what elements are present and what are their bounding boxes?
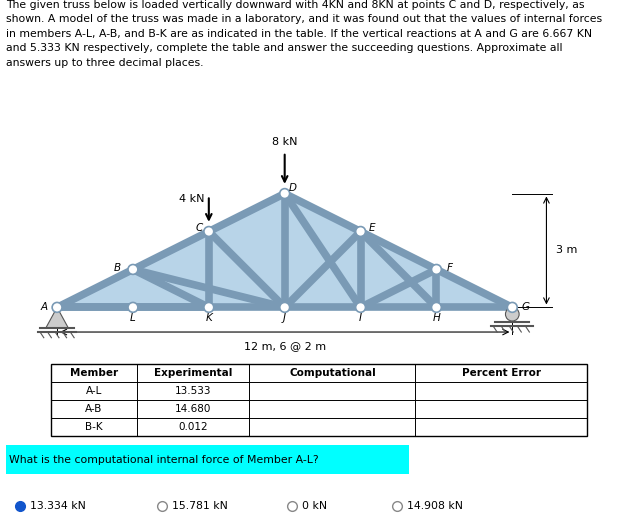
Text: A-B: A-B — [85, 404, 103, 414]
Text: B: B — [114, 262, 121, 272]
Circle shape — [279, 303, 290, 312]
Circle shape — [505, 307, 519, 321]
Text: 4 kN: 4 kN — [179, 194, 205, 204]
Text: What is the computational internal force of Member A-L?: What is the computational internal force… — [10, 455, 319, 465]
Text: 13.533: 13.533 — [175, 386, 211, 396]
Text: Percent Error: Percent Error — [462, 368, 541, 378]
Circle shape — [128, 265, 138, 275]
Text: 3 m: 3 m — [556, 246, 577, 256]
Circle shape — [355, 227, 366, 237]
Circle shape — [204, 303, 214, 312]
Text: G: G — [522, 303, 530, 313]
Text: A: A — [40, 303, 47, 313]
Text: 8 kN: 8 kN — [272, 137, 297, 147]
Text: 0.012: 0.012 — [178, 422, 208, 432]
Circle shape — [204, 227, 214, 237]
Text: B-K: B-K — [85, 422, 103, 432]
Text: A-L: A-L — [85, 386, 102, 396]
Text: 14.908 kN: 14.908 kN — [408, 501, 463, 511]
Text: 14.680: 14.680 — [175, 404, 211, 414]
Text: L: L — [130, 313, 136, 323]
Text: 12 m, 6 @ 2 m: 12 m, 6 @ 2 m — [244, 342, 326, 352]
Bar — [6, 446, 408, 474]
Text: J: J — [283, 313, 286, 323]
Text: 15.781 kN: 15.781 kN — [172, 501, 228, 511]
Circle shape — [128, 303, 138, 312]
Polygon shape — [46, 307, 68, 328]
Text: Experimental: Experimental — [154, 368, 232, 378]
Circle shape — [279, 188, 290, 199]
Text: 13.334 kN: 13.334 kN — [30, 501, 85, 511]
Text: 0 kN: 0 kN — [302, 501, 327, 511]
Circle shape — [52, 303, 62, 312]
Text: H: H — [433, 313, 440, 323]
Polygon shape — [57, 194, 512, 307]
Text: C: C — [196, 223, 203, 233]
Text: I: I — [359, 313, 362, 323]
Circle shape — [431, 265, 441, 275]
Text: Computational: Computational — [289, 368, 376, 378]
Text: Member: Member — [70, 368, 118, 378]
Circle shape — [355, 303, 366, 312]
Text: K: K — [205, 313, 212, 323]
Text: F: F — [447, 262, 453, 272]
Circle shape — [507, 303, 517, 312]
Text: The given truss below is loaded vertically downward with 4KN and 8KN at points C: The given truss below is loaded vertical… — [6, 0, 602, 68]
Text: D: D — [288, 183, 296, 193]
Text: E: E — [369, 223, 375, 233]
Circle shape — [431, 303, 441, 312]
